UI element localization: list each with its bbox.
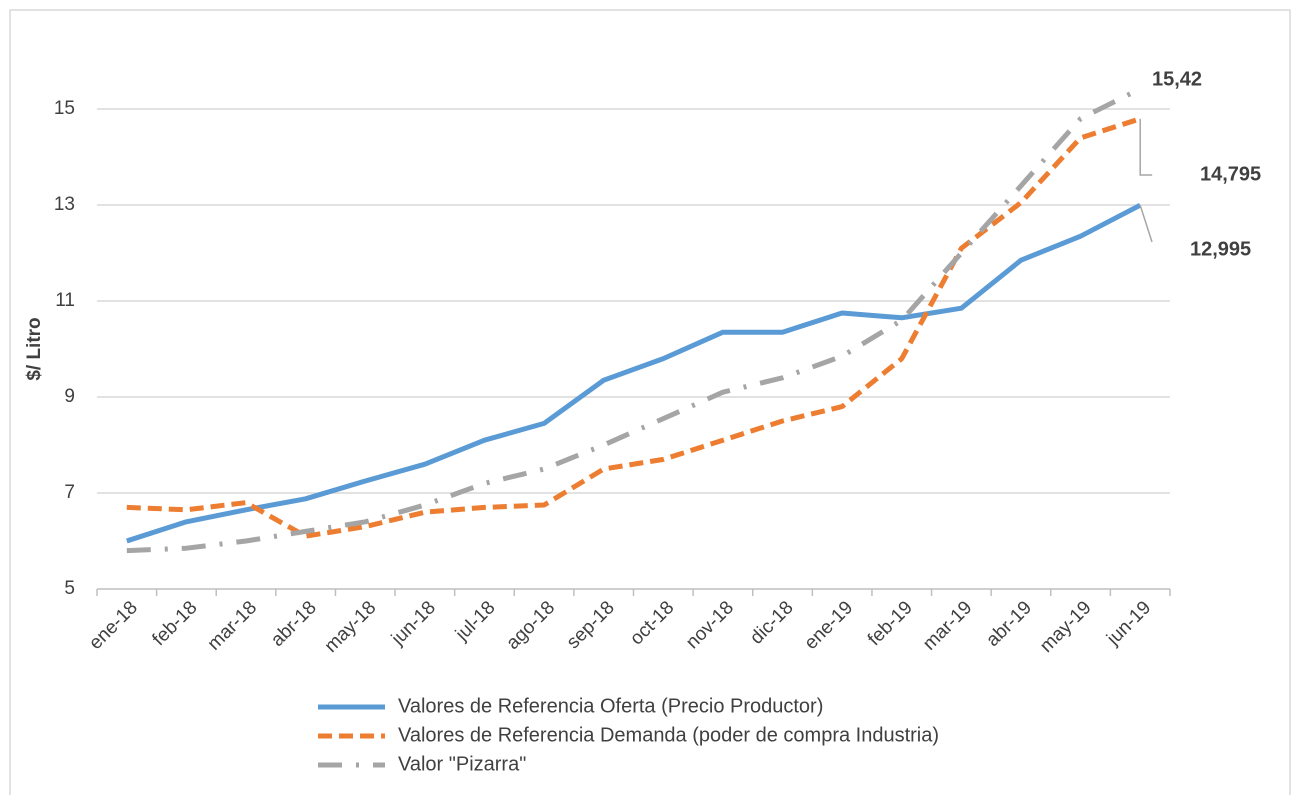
y-tick-label: 13 xyxy=(54,194,75,215)
y-tick-label: 15 xyxy=(54,98,75,119)
y-tick-label: 7 xyxy=(64,482,75,503)
series-line xyxy=(126,86,1142,554)
data-label: 15,42 xyxy=(1152,68,1202,90)
leader-line xyxy=(1139,118,1153,176)
legend-label: Valores de Referencia Demanda (poder de … xyxy=(398,724,939,746)
y-tick-label: 5 xyxy=(64,578,75,599)
data-label: 14,795 xyxy=(1200,163,1261,185)
y-axis-label: $/ Litro xyxy=(24,317,45,380)
y-tick-label: 11 xyxy=(55,290,75,311)
leader-line xyxy=(1139,205,1153,243)
y-tick-label: 9 xyxy=(64,386,75,407)
chart-border xyxy=(9,9,1291,795)
data-label: 12,995 xyxy=(1190,238,1251,260)
legend-label: Valor "Pizarra" xyxy=(398,753,526,775)
legend-label: Valores de Referencia Oferta (Precio Pro… xyxy=(398,695,823,717)
series-line xyxy=(126,202,1142,544)
